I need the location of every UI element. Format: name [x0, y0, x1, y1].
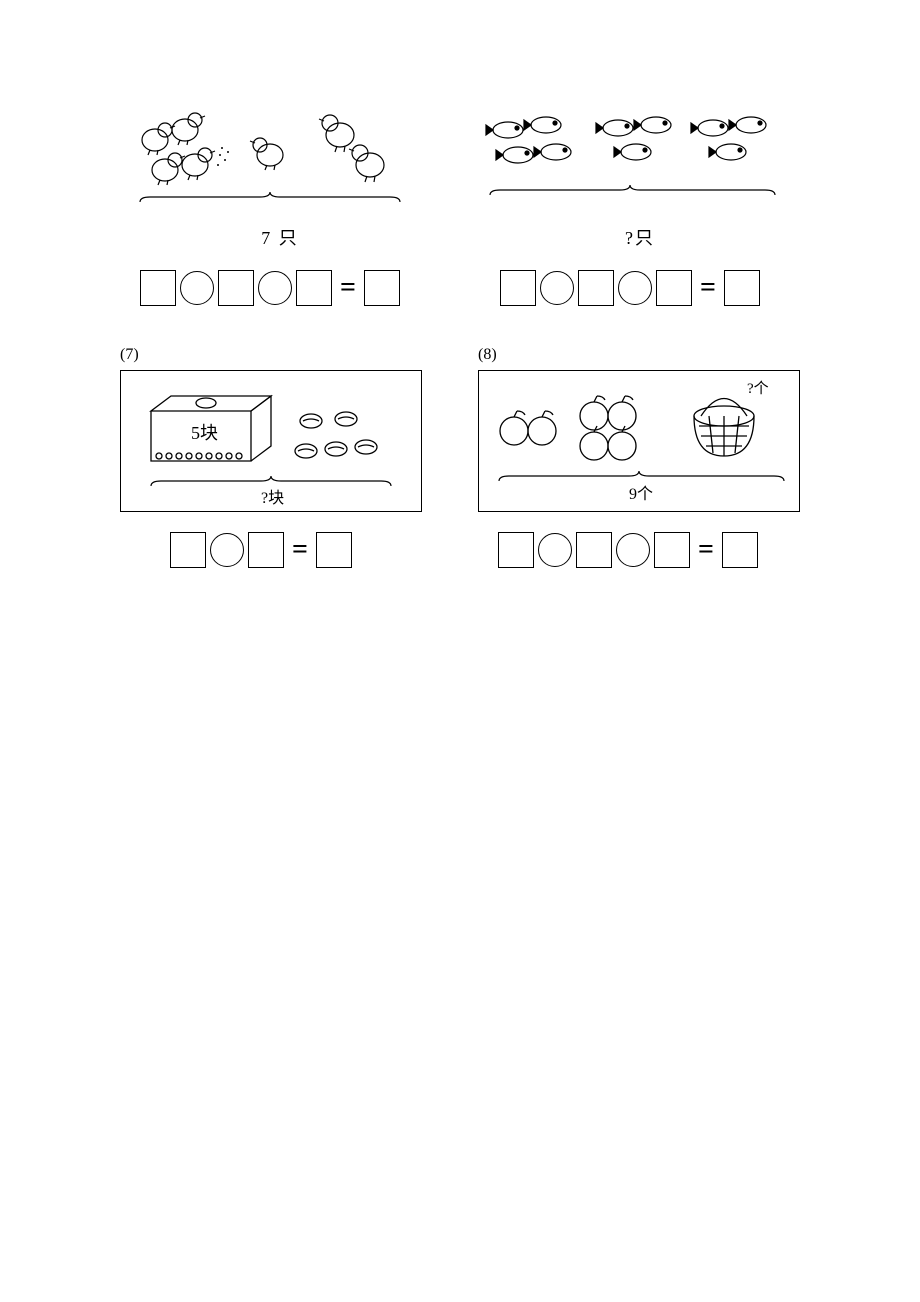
equals-sign: = [292, 534, 308, 566]
caption-chicks: 7 只 [120, 224, 440, 250]
operator-box[interactable] [180, 271, 214, 305]
equals-sign: = [340, 272, 356, 304]
equals-sign: = [700, 272, 716, 304]
equation-p5: = [140, 270, 440, 306]
answer-box[interactable] [578, 270, 614, 306]
illustration-cookies: 5块 ?块 [120, 370, 422, 512]
problem-8: (8) [478, 346, 800, 568]
answer-box[interactable] [724, 270, 760, 306]
label-7: (7) [120, 346, 438, 364]
answer-box[interactable] [722, 532, 758, 568]
box-label-text: 5块 [191, 423, 218, 443]
answer-box[interactable] [364, 270, 400, 306]
answer-box[interactable] [140, 270, 176, 306]
equation-p6: = [500, 270, 800, 306]
answer-box[interactable] [316, 532, 352, 568]
problem-6: ?只 = [480, 100, 800, 306]
illustration-apples: ?个 9个 [478, 370, 800, 512]
caption-cookies: ?块 [261, 489, 284, 507]
operator-box[interactable] [210, 533, 244, 567]
problem-5: 7 只 = [120, 100, 440, 306]
answer-box[interactable] [170, 532, 206, 568]
equation-p7: = [170, 532, 438, 568]
operator-box[interactable] [258, 271, 292, 305]
answer-box[interactable] [218, 270, 254, 306]
answer-box[interactable] [576, 532, 612, 568]
operator-box[interactable] [616, 533, 650, 567]
apples-svg: ?个 9个 [479, 371, 799, 511]
answer-box[interactable] [498, 532, 534, 568]
chicks-svg [120, 100, 420, 210]
cookies-svg: 5块 ?块 [121, 371, 421, 511]
equals-sign: = [698, 534, 714, 566]
illustration-fish [480, 100, 780, 220]
answer-box[interactable] [296, 270, 332, 306]
basket-label: ?个 [747, 380, 769, 397]
label-8: (8) [478, 346, 800, 364]
operator-box[interactable] [538, 533, 572, 567]
answer-box[interactable] [248, 532, 284, 568]
answer-box[interactable] [656, 270, 692, 306]
caption-fish: ?只 [480, 224, 800, 250]
problem-7: (7) 5块 [120, 346, 438, 568]
answer-box[interactable] [654, 532, 690, 568]
caption-apples: 9个 [629, 485, 653, 503]
fish-svg [480, 100, 780, 210]
equation-p8: = [498, 532, 800, 568]
operator-box[interactable] [540, 271, 574, 305]
answer-box[interactable] [500, 270, 536, 306]
operator-box[interactable] [618, 271, 652, 305]
illustration-chicks [120, 100, 420, 220]
